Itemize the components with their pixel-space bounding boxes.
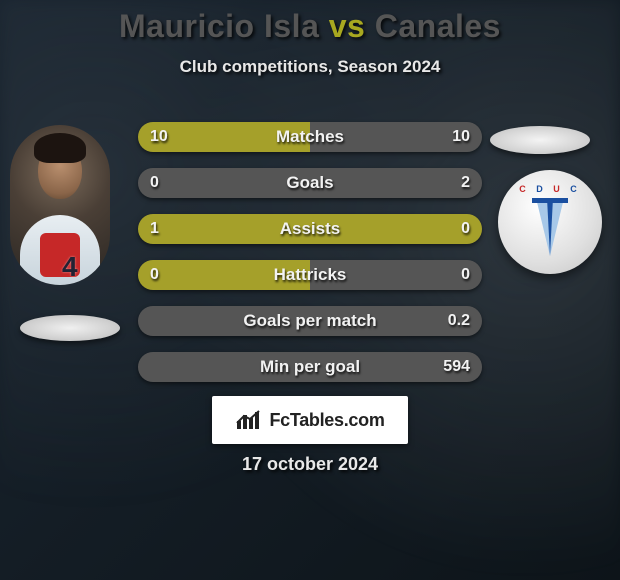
club-pennant-icon xyxy=(532,198,568,260)
stat-value-left: 1 xyxy=(150,220,159,238)
page-title: Mauricio Isla vs Canales xyxy=(0,0,620,45)
stat-value-right: 594 xyxy=(443,358,470,376)
stat-label: Min per goal xyxy=(260,357,360,377)
jersey-number: 4 xyxy=(62,251,78,283)
stat-value-right: 2 xyxy=(461,174,470,192)
player1-club-oval xyxy=(20,315,120,341)
stat-value-left: 0 xyxy=(150,266,159,284)
stat-value-left: 10 xyxy=(150,128,168,146)
brand-text: FcTables.com xyxy=(269,410,384,431)
stat-label: Goals xyxy=(286,173,333,193)
stat-row: 0 Hattricks 0 xyxy=(138,260,482,290)
stat-row: Goals per match 0.2 xyxy=(138,306,482,336)
stat-label: Hattricks xyxy=(274,265,347,285)
title-player2: Canales xyxy=(375,8,501,44)
player2-club-badge: C D U C xyxy=(498,170,602,274)
stats-panel: 10 Matches 10 0 Goals 2 1 Assists 0 0 Hattricks 0 Go… xyxy=(138,122,482,398)
stat-label: Assists xyxy=(280,219,340,239)
club-badge-letters: C D U C xyxy=(519,184,581,194)
player2-portrait-oval xyxy=(490,126,590,154)
title-vs: vs xyxy=(329,8,366,44)
subtitle: Club competitions, Season 2024 xyxy=(0,57,620,77)
footer-date: 17 october 2024 xyxy=(0,454,620,475)
title-player1: Mauricio Isla xyxy=(119,8,319,44)
stat-row: 0 Goals 2 xyxy=(138,168,482,198)
stat-value-right: 10 xyxy=(452,128,470,146)
portrait-hair xyxy=(34,133,86,163)
stat-row: 1 Assists 0 xyxy=(138,214,482,244)
brand-logo-icon xyxy=(235,409,263,431)
stat-value-left: 0 xyxy=(150,174,159,192)
stat-row: 10 Matches 10 xyxy=(138,122,482,152)
stat-label: Matches xyxy=(276,127,344,147)
infographic-container: Mauricio Isla vs Canales Club competitio… xyxy=(0,0,620,580)
stat-value-right: 0 xyxy=(461,220,470,238)
stat-label: Goals per match xyxy=(243,311,376,331)
stat-value-right: 0 xyxy=(461,266,470,284)
stat-row: Min per goal 594 xyxy=(138,352,482,382)
player1-portrait: 4 xyxy=(10,125,110,285)
stat-value-right: 0.2 xyxy=(448,312,470,330)
brand-badge: FcTables.com xyxy=(212,396,408,444)
